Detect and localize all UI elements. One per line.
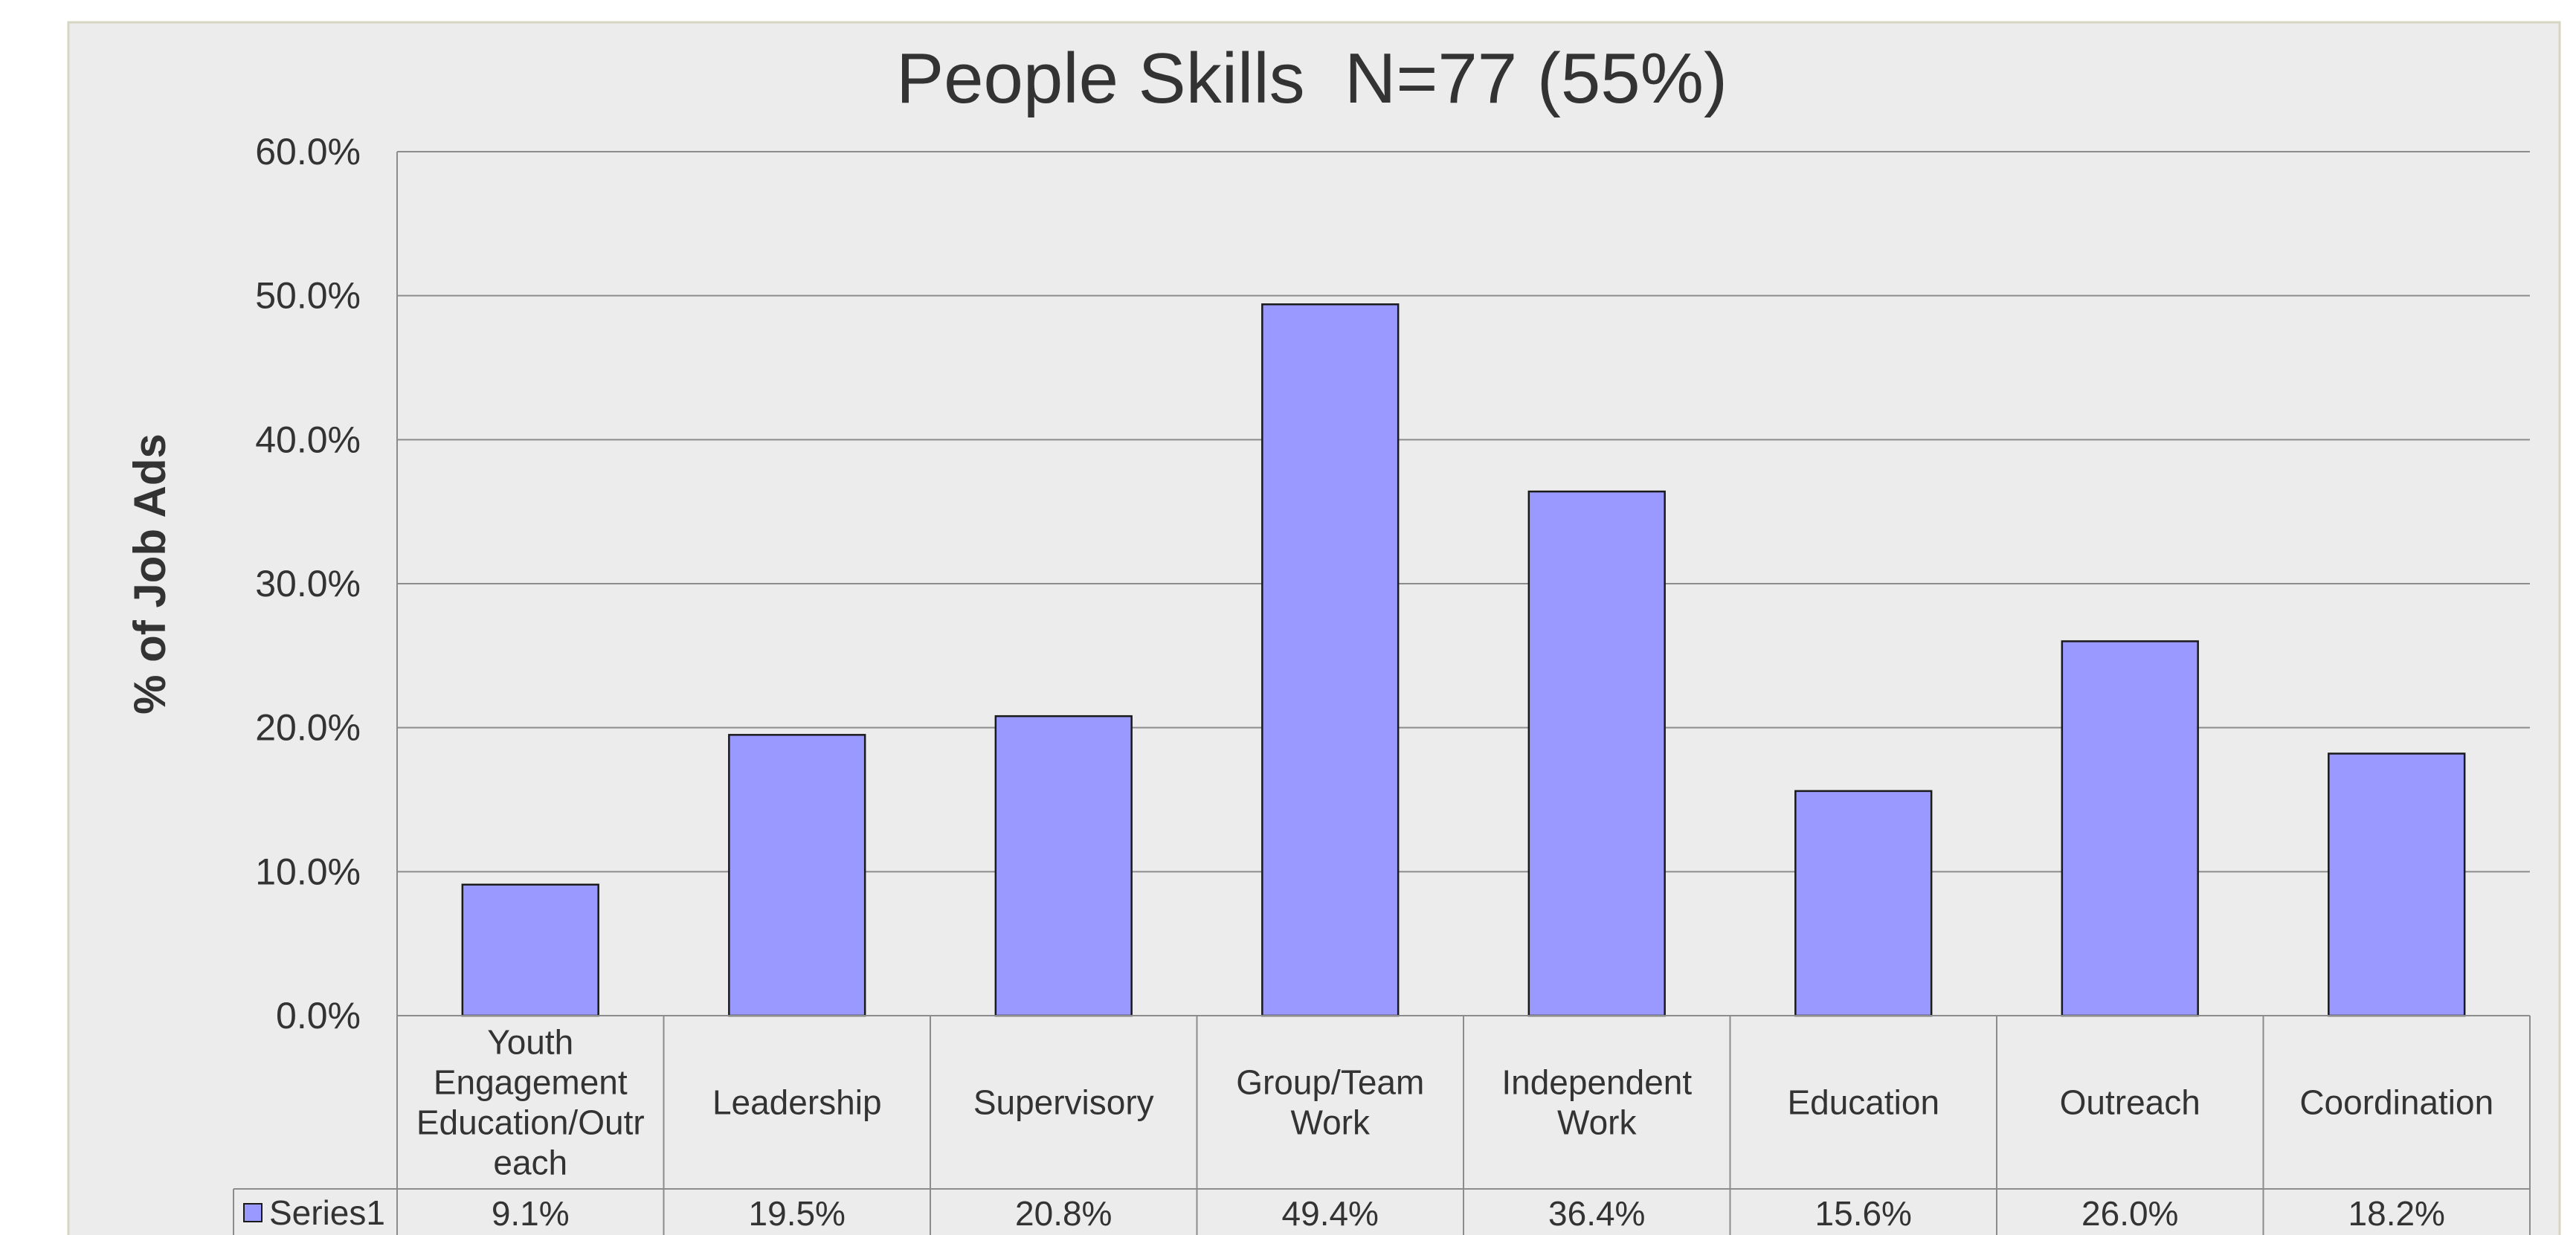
bar — [1527, 490, 1666, 1017]
category-label: Engagement — [434, 1063, 628, 1102]
y-tick-label: 40.0% — [255, 419, 361, 460]
y-tick-label: 0.0% — [276, 995, 361, 1036]
category-label: Coordination — [2299, 1083, 2493, 1122]
y-tick-label: 10.0% — [255, 851, 361, 892]
y-tick-label: 20.0% — [255, 707, 361, 749]
data-label: 20.8% — [1015, 1194, 1112, 1233]
y-axis-ticks: 0.0% 10.0% 20.0% 30.0% 40.0% 50.0% 60.0% — [255, 131, 361, 1036]
data-label: 36.4% — [1548, 1194, 1645, 1233]
y-tick-label: 60.0% — [255, 131, 361, 172]
bar — [1794, 790, 1933, 1017]
data-label: 26.0% — [2081, 1194, 2178, 1233]
category-label: Education/Outr — [416, 1103, 645, 1142]
bar — [728, 734, 866, 1017]
data-label: 49.4% — [1282, 1194, 1379, 1233]
data-label: 19.5% — [749, 1194, 846, 1233]
bar — [994, 715, 1133, 1017]
category-label: Work — [1291, 1103, 1371, 1142]
bar — [2061, 640, 2199, 1017]
category-label: Education — [1787, 1083, 1939, 1122]
category-label: Work — [1557, 1103, 1637, 1142]
category-label: Outreach — [2060, 1083, 2200, 1122]
category-label: Group/Team — [1236, 1063, 1424, 1102]
category-label: Leadership — [712, 1083, 882, 1122]
category-label: Youth — [487, 1023, 573, 1062]
bar — [2328, 752, 2466, 1017]
y-tick-label: 30.0% — [255, 563, 361, 604]
legend-swatch — [243, 1203, 263, 1222]
bars — [461, 303, 2466, 1017]
bar — [1261, 303, 1400, 1017]
data-label: 9.1% — [492, 1194, 570, 1233]
category-label: each — [493, 1144, 567, 1182]
data-label: 15.6% — [1815, 1194, 1912, 1233]
chart-title: People Skills N=77 (55%) — [896, 39, 1727, 118]
bar — [461, 883, 599, 1017]
y-axis-label: % of Job Ads — [125, 433, 175, 715]
data-label: 18.2% — [2348, 1194, 2445, 1233]
y-tick-label: 50.0% — [255, 275, 361, 317]
legend-series-name: Series1 — [269, 1193, 385, 1232]
category-label: Independent — [1501, 1063, 1692, 1102]
category-label: Supervisory — [973, 1083, 1154, 1122]
